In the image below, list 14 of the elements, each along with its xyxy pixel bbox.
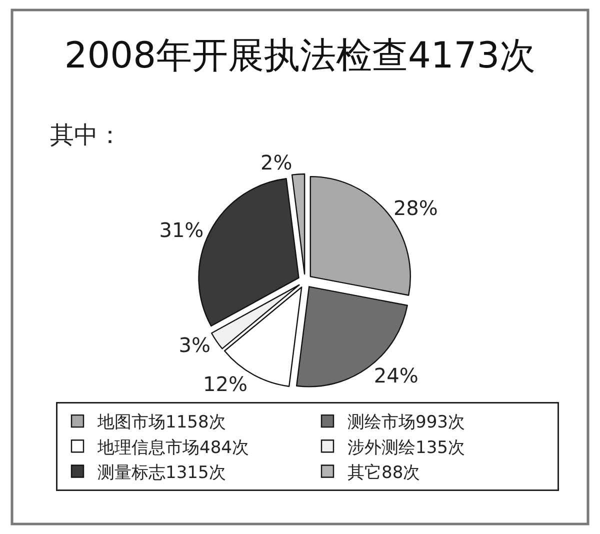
legend-label: 涉外测绘135次 xyxy=(348,438,465,458)
data-label: 24% xyxy=(374,363,418,388)
legend-label: 测量标志1315次 xyxy=(98,462,226,483)
data-label: 2% xyxy=(260,150,292,174)
legend-label: 地理信息市场484次 xyxy=(96,438,249,458)
legend-label: 其它88次 xyxy=(348,462,420,483)
chart-subtitle: 其中： xyxy=(50,121,122,149)
data-label: 3% xyxy=(178,332,210,357)
data-label: 31% xyxy=(159,218,204,242)
data-label: 28% xyxy=(393,196,438,220)
legend-label: 测绘市场993次 xyxy=(348,412,465,433)
data-label: 12% xyxy=(203,372,248,396)
legend-label: 地图市场1158次 xyxy=(96,412,226,433)
chart-title: 2008年开展执法检查4173次 xyxy=(64,36,536,77)
